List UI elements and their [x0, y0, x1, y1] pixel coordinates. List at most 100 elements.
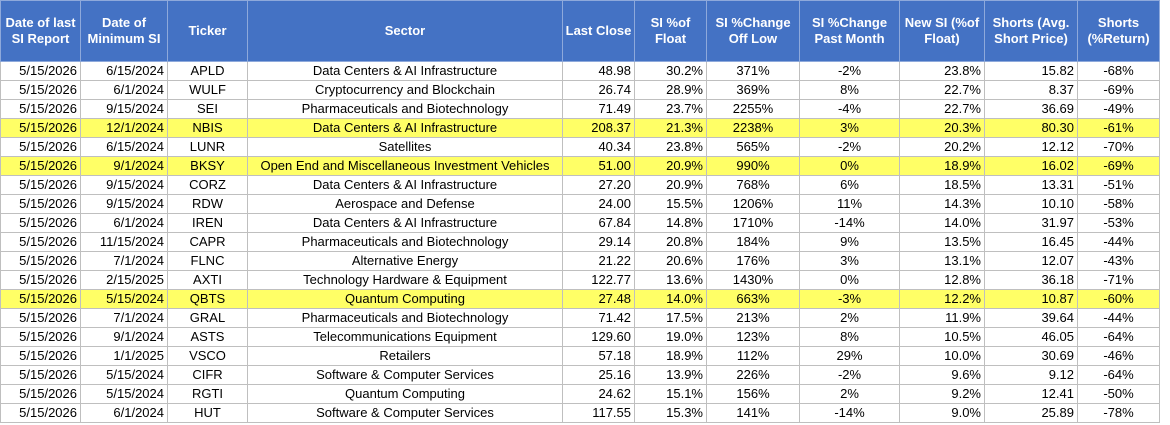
sector-cell[interactable]: Data Centers & AI Infrastructure [247, 175, 563, 195]
ticker-cell[interactable]: BKSY [167, 156, 248, 176]
last-close-cell[interactable]: 24.00 [562, 194, 635, 214]
report-date-cell[interactable]: 5/15/2026 [0, 251, 81, 271]
si-change-past-month-cell[interactable]: 3% [799, 251, 900, 271]
min-si-date-cell[interactable]: 6/15/2024 [80, 137, 168, 157]
avg-short-price-cell[interactable]: 39.64 [984, 308, 1078, 328]
new-si-cell[interactable]: 13.5% [899, 232, 985, 252]
min-si-date-cell[interactable]: 11/15/2024 [80, 232, 168, 252]
last-close-cell[interactable]: 117.55 [562, 403, 635, 423]
min-si-date-cell[interactable]: 9/15/2024 [80, 194, 168, 214]
new-si-cell[interactable]: 23.8% [899, 61, 985, 81]
new-si-cell[interactable]: 10.5% [899, 327, 985, 347]
si-change-off-low-cell[interactable]: 156% [706, 384, 800, 404]
min-si-date-cell[interactable]: 12/1/2024 [80, 118, 168, 138]
header-sector[interactable]: Sector [247, 0, 563, 62]
short-return-cell[interactable]: -44% [1077, 308, 1160, 328]
ticker-cell[interactable]: GRAL [167, 308, 248, 328]
si-float-cell[interactable]: 13.9% [634, 365, 707, 385]
new-si-cell[interactable]: 14.0% [899, 213, 985, 233]
sector-cell[interactable]: Retailers [247, 346, 563, 366]
last-close-cell[interactable]: 24.62 [562, 384, 635, 404]
sector-cell[interactable]: Pharmaceuticals and Biotechnology [247, 232, 563, 252]
si-change-off-low-cell[interactable]: 112% [706, 346, 800, 366]
short-return-cell[interactable]: -70% [1077, 137, 1160, 157]
si-change-past-month-cell[interactable]: -4% [799, 99, 900, 119]
ticker-cell[interactable]: VSCO [167, 346, 248, 366]
report-date-cell[interactable]: 5/15/2026 [0, 137, 81, 157]
sector-cell[interactable]: Pharmaceuticals and Biotechnology [247, 99, 563, 119]
si-change-past-month-cell[interactable]: -14% [799, 213, 900, 233]
report-date-cell[interactable]: 5/15/2026 [0, 232, 81, 252]
sector-cell[interactable]: Data Centers & AI Infrastructure [247, 118, 563, 138]
report-date-cell[interactable]: 5/15/2026 [0, 327, 81, 347]
report-date-cell[interactable]: 5/15/2026 [0, 289, 81, 309]
si-change-off-low-cell[interactable]: 1206% [706, 194, 800, 214]
si-change-off-low-cell[interactable]: 990% [706, 156, 800, 176]
sector-cell[interactable]: Telecommunications Equipment [247, 327, 563, 347]
new-si-cell[interactable]: 22.7% [899, 80, 985, 100]
sector-cell[interactable]: Alternative Energy [247, 251, 563, 271]
last-close-cell[interactable]: 208.37 [562, 118, 635, 138]
short-return-cell[interactable]: -69% [1077, 156, 1160, 176]
ticker-cell[interactable]: SEI [167, 99, 248, 119]
short-return-cell[interactable]: -58% [1077, 194, 1160, 214]
last-close-cell[interactable]: 40.34 [562, 137, 635, 157]
si-change-off-low-cell[interactable]: 184% [706, 232, 800, 252]
avg-short-price-cell[interactable]: 16.45 [984, 232, 1078, 252]
ticker-cell[interactable]: CIFR [167, 365, 248, 385]
avg-short-price-cell[interactable]: 36.69 [984, 99, 1078, 119]
short-return-cell[interactable]: -71% [1077, 270, 1160, 290]
new-si-cell[interactable]: 11.9% [899, 308, 985, 328]
short-return-cell[interactable]: -50% [1077, 384, 1160, 404]
si-change-past-month-cell[interactable]: 8% [799, 327, 900, 347]
last-close-cell[interactable]: 21.22 [562, 251, 635, 271]
ticker-cell[interactable]: NBIS [167, 118, 248, 138]
short-return-cell[interactable]: -64% [1077, 365, 1160, 385]
short-return-cell[interactable]: -44% [1077, 232, 1160, 252]
si-float-cell[interactable]: 15.5% [634, 194, 707, 214]
si-change-off-low-cell[interactable]: 1710% [706, 213, 800, 233]
ticker-cell[interactable]: RDW [167, 194, 248, 214]
header-ticker[interactable]: Ticker [167, 0, 248, 62]
si-change-past-month-cell[interactable]: 6% [799, 175, 900, 195]
min-si-date-cell[interactable]: 9/1/2024 [80, 156, 168, 176]
si-float-cell[interactable]: 14.0% [634, 289, 707, 309]
min-si-date-cell[interactable]: 6/15/2024 [80, 61, 168, 81]
min-si-date-cell[interactable]: 7/1/2024 [80, 251, 168, 271]
avg-short-price-cell[interactable]: 13.31 [984, 175, 1078, 195]
si-change-off-low-cell[interactable]: 371% [706, 61, 800, 81]
header-date-last-si-report[interactable]: Date of last SI Report [0, 0, 81, 62]
report-date-cell[interactable]: 5/15/2026 [0, 194, 81, 214]
ticker-cell[interactable]: CAPR [167, 232, 248, 252]
report-date-cell[interactable]: 5/15/2026 [0, 99, 81, 119]
last-close-cell[interactable]: 67.84 [562, 213, 635, 233]
ticker-cell[interactable]: RGTI [167, 384, 248, 404]
si-change-past-month-cell[interactable]: 11% [799, 194, 900, 214]
si-float-cell[interactable]: 18.9% [634, 346, 707, 366]
new-si-cell[interactable]: 22.7% [899, 99, 985, 119]
last-close-cell[interactable]: 27.48 [562, 289, 635, 309]
avg-short-price-cell[interactable]: 36.18 [984, 270, 1078, 290]
si-float-cell[interactable]: 30.2% [634, 61, 707, 81]
report-date-cell[interactable]: 5/15/2026 [0, 308, 81, 328]
si-change-off-low-cell[interactable]: 213% [706, 308, 800, 328]
short-return-cell[interactable]: -69% [1077, 80, 1160, 100]
si-change-past-month-cell[interactable]: -2% [799, 365, 900, 385]
min-si-date-cell[interactable]: 5/15/2024 [80, 365, 168, 385]
min-si-date-cell[interactable]: 6/1/2024 [80, 403, 168, 423]
si-float-cell[interactable]: 28.9% [634, 80, 707, 100]
si-change-past-month-cell[interactable]: 2% [799, 308, 900, 328]
last-close-cell[interactable]: 48.98 [562, 61, 635, 81]
si-change-off-low-cell[interactable]: 226% [706, 365, 800, 385]
short-return-cell[interactable]: -64% [1077, 327, 1160, 347]
last-close-cell[interactable]: 26.74 [562, 80, 635, 100]
ticker-cell[interactable]: AXTI [167, 270, 248, 290]
short-return-cell[interactable]: -68% [1077, 61, 1160, 81]
report-date-cell[interactable]: 5/15/2026 [0, 346, 81, 366]
si-change-past-month-cell[interactable]: 9% [799, 232, 900, 252]
si-float-cell[interactable]: 20.9% [634, 175, 707, 195]
new-si-cell[interactable]: 10.0% [899, 346, 985, 366]
si-change-past-month-cell[interactable]: -3% [799, 289, 900, 309]
sector-cell[interactable]: Data Centers & AI Infrastructure [247, 61, 563, 81]
ticker-cell[interactable]: IREN [167, 213, 248, 233]
